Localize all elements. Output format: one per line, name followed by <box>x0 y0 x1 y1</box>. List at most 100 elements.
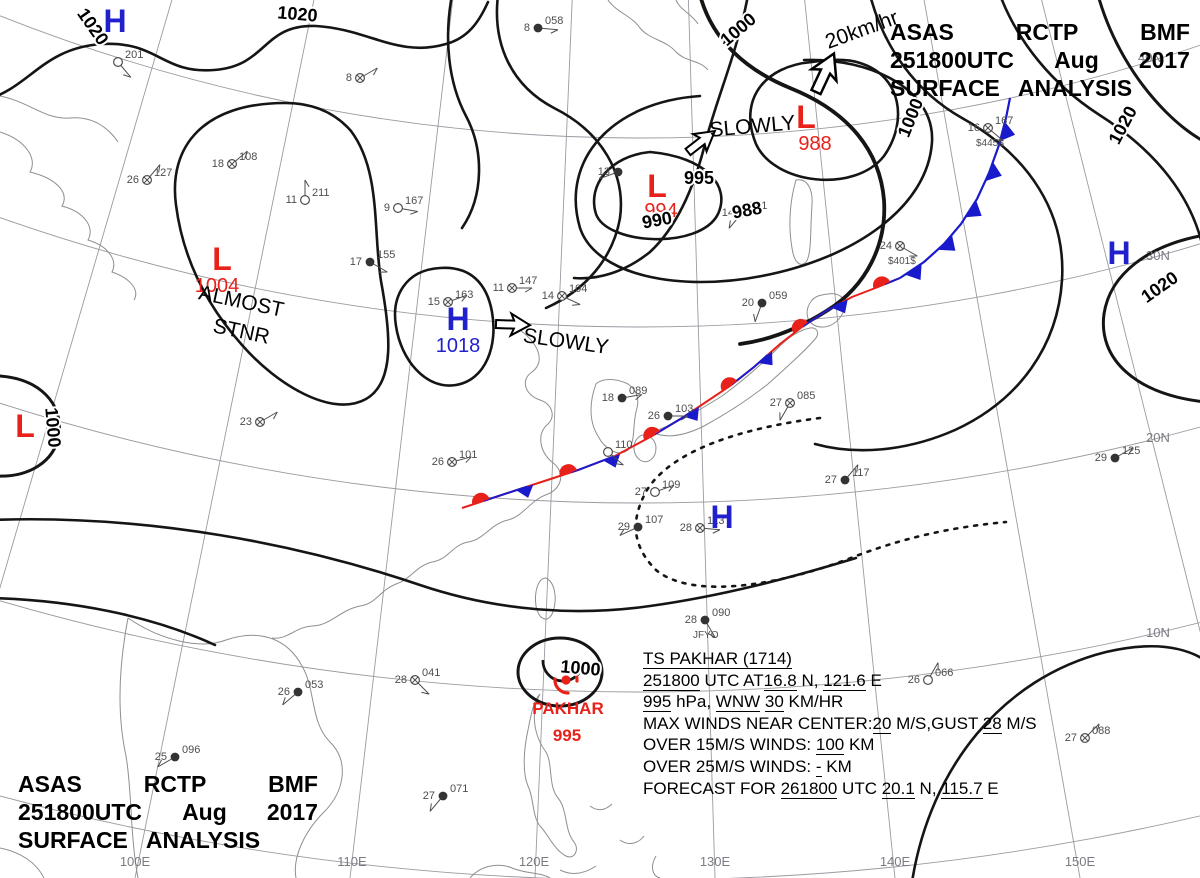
station-symbol <box>922 674 933 685</box>
isobar-value-label: 1020 <box>277 2 319 25</box>
station-plot: 201 <box>112 49 143 78</box>
storm-info-text: N, <box>914 778 942 798</box>
station-symbol <box>757 298 767 308</box>
wind-barb <box>619 528 625 536</box>
station-pressure: 059 <box>769 290 787 302</box>
wind-barb <box>244 150 248 159</box>
movement-arrow-icon <box>807 51 838 96</box>
station-temperature: 29 <box>618 521 630 533</box>
station-plot: 14 001 <box>722 200 767 229</box>
title-word: ASAS <box>890 19 954 45</box>
wind-barb <box>680 415 689 421</box>
station-temperature: 27 <box>635 486 647 498</box>
storm-info-text: E <box>865 670 882 690</box>
coastline <box>0 131 137 301</box>
station-symbol <box>508 284 516 292</box>
storm-info-value: 995 <box>643 692 672 713</box>
title-line-2: 251800UTC Aug 2017 <box>18 798 318 826</box>
meridian-line <box>534 0 573 878</box>
wind-barb <box>461 294 468 302</box>
station-plot: 28 041 <box>395 667 440 695</box>
wind-barb <box>410 211 418 215</box>
title-word: SURFACE <box>890 75 1000 101</box>
station-symbol <box>558 292 566 300</box>
station-symbol <box>356 74 364 82</box>
chart-title-bottom-left: ASAS RCTP BMF 251800UTC Aug 2017 SURFACE… <box>18 770 318 854</box>
wind-barb <box>712 529 721 534</box>
wind-barb <box>856 464 859 473</box>
station-plot: 13 <box>598 166 623 180</box>
station-pressure: 109 <box>662 479 680 491</box>
meridian-line <box>134 0 315 878</box>
storm-info-text: N, <box>796 670 824 690</box>
station-symbol <box>293 687 303 697</box>
station-plot: 26 053 <box>278 679 323 706</box>
storm-info-value: 115.7 <box>941 778 983 799</box>
movement-annotation: SLOWLY <box>522 324 610 359</box>
coastline <box>523 693 577 858</box>
station-temperature: 28 <box>395 674 407 686</box>
cold-front-symbol <box>603 454 621 468</box>
title-word: RCTP <box>143 771 207 797</box>
low-center-symbol: L <box>647 168 667 204</box>
station-plot: 29 125 <box>1095 445 1141 464</box>
wind-barb <box>728 220 731 229</box>
station-plot: 18 089 <box>602 385 648 404</box>
station-symbol <box>438 791 448 801</box>
title-word: ANALYSIS <box>145 827 261 853</box>
station-symbol <box>300 195 311 206</box>
station-symbol <box>737 208 747 218</box>
station-pressure: 085 <box>797 390 815 402</box>
coastline <box>431 329 562 563</box>
station-plot: 27 088 <box>1065 723 1110 744</box>
station-symbol <box>663 411 673 421</box>
cold-front-symbol <box>683 406 699 421</box>
title-word: Aug <box>182 799 227 825</box>
station-plot: 20 059 <box>742 290 787 322</box>
station-pressure: 053 <box>305 679 323 691</box>
station-temperature: 26 <box>908 674 920 686</box>
title-line-2: 251800UTC Aug 2017 <box>890 46 1190 74</box>
station-pressure: 058 <box>545 15 563 27</box>
station-symbol <box>786 399 794 407</box>
meridian-line <box>0 0 173 590</box>
low-center-symbol: L <box>15 408 35 444</box>
latitude-label: 40N <box>1138 50 1162 65</box>
high-center-symbol: H <box>446 301 469 337</box>
title-word: BMF <box>1140 19 1190 45</box>
wind-barb <box>429 803 432 812</box>
cold-front-symbol <box>965 200 982 218</box>
station-symbol <box>617 393 627 403</box>
station-temperature: 27 <box>1065 732 1077 744</box>
station-temperature: 11 <box>493 282 504 294</box>
cold-front-symbol <box>986 161 1002 181</box>
wind-barb <box>550 29 559 34</box>
storm-info-value: 20.1 <box>881 778 915 799</box>
title-word: 251800UTC <box>18 799 143 825</box>
title-line-3: SURFACE ANALYSIS <box>890 74 1190 102</box>
isobar-line <box>699 0 887 346</box>
station-symbol <box>984 124 992 132</box>
title-line-1: ASAS RCTP BMF <box>18 770 318 798</box>
station-pressure: 041 <box>422 667 440 679</box>
station-pressure: 113 <box>707 515 725 527</box>
station-pressure: 071 <box>450 783 468 795</box>
station-pressure: 127 <box>154 167 172 179</box>
coastline <box>650 327 819 437</box>
isobar-line <box>1000 0 1200 242</box>
station-id: $401$ <box>888 256 916 267</box>
title-word: ANALYSIS <box>1017 75 1133 101</box>
movement-arrow-icon <box>684 129 717 157</box>
storm-info-value: WNW <box>715 692 761 713</box>
wind-barb <box>304 179 310 188</box>
title-line-1: ASAS RCTP BMF <box>890 18 1190 46</box>
station-pressure: 103 <box>675 403 693 415</box>
warm-front-symbol <box>720 377 738 392</box>
station-pressure: 163 <box>455 289 473 301</box>
isobar-line <box>592 150 723 241</box>
storm-info-text: OVER 25M/S WINDS: <box>643 756 816 776</box>
station-temperature: 23 <box>240 416 252 428</box>
cold-front-symbol <box>904 263 922 280</box>
title-word: BMF <box>268 771 318 797</box>
latitude-label: 10N <box>1146 625 1170 640</box>
